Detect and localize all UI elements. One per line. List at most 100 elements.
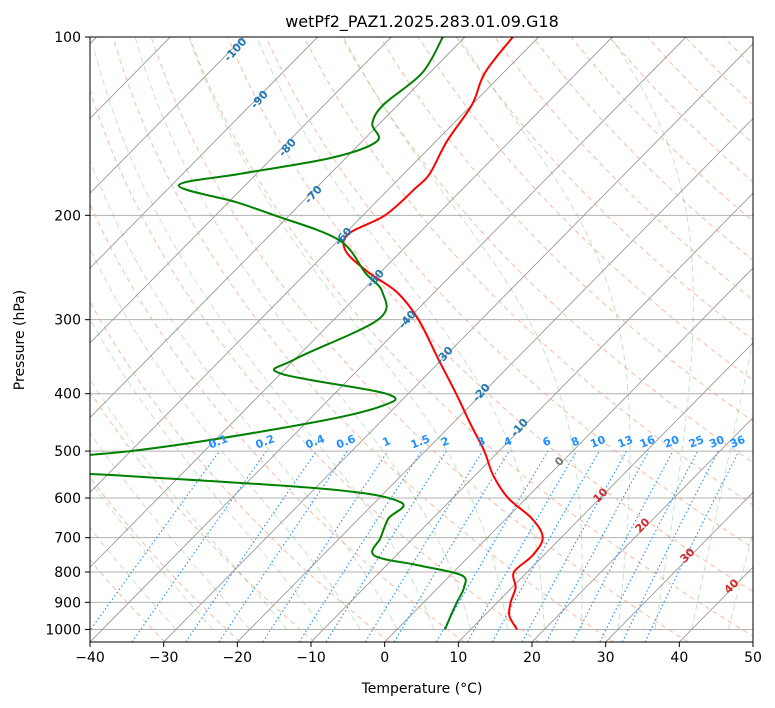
mixing-ratio-label: 0.1	[207, 432, 230, 451]
isotherm-label: -30	[433, 344, 456, 368]
background-lines	[90, 37, 775, 642]
x-axis: −40 −30 −20 −10 0 10 20 30 40 50	[75, 642, 762, 666]
dry-adiabat-line	[417, 37, 753, 381]
isotherm-label: -60	[332, 225, 355, 249]
mixing-ratio-lines	[90, 450, 740, 642]
y-tick-label: 900	[54, 595, 81, 611]
mixing-ratio-line	[393, 450, 510, 642]
dry-adiabat-line	[90, 390, 316, 642]
line-labels: 0.1 0.2 0.4 0.6 1 1.5 2 3 4 6 8 10 13 16 20 25 30 36-100-…	[207, 35, 748, 597]
series-dewpoint-line	[90, 37, 467, 630]
isotherm-line	[310, 192, 753, 642]
plot-frame	[89, 36, 754, 643]
dry-adiabat-line	[762, 37, 775, 642]
moist-adiabat-line	[90, 159, 398, 630]
isotherm-line	[531, 416, 753, 642]
mixing-ratio-line	[599, 450, 699, 642]
mixing-ratio-label: 4	[502, 434, 514, 449]
isotherm-label: -90	[248, 88, 271, 112]
mixing-ratio-line	[621, 450, 719, 642]
dry-adiabat-line	[303, 37, 753, 506]
x-tick-label: −20	[223, 650, 253, 666]
y-tick-label: 1000	[45, 622, 81, 638]
x-axis-label: Temperature (°C)	[361, 681, 483, 697]
y-tick-label: 800	[54, 565, 81, 581]
moist-adiabat-line	[458, 37, 631, 630]
x-tick-label: −30	[149, 650, 179, 666]
dry-adiabat-line	[112, 37, 614, 642]
isotherm-line	[90, 37, 539, 494]
isotherm-line	[237, 117, 753, 642]
y-tick-label: 600	[54, 491, 81, 507]
dry-adiabat-line	[90, 202, 465, 642]
dry-adiabat-line	[90, 559, 166, 642]
dry-adiabat-line	[90, 300, 390, 642]
isotherm-line	[163, 43, 753, 642]
mixing-ratio-line	[521, 450, 628, 642]
moist-adiabat-line	[188, 37, 508, 630]
mixing-ratio-line	[185, 450, 317, 642]
isotherm-label: -10	[508, 416, 531, 440]
isotherm-line	[90, 37, 245, 194]
moist-adiabat-line	[90, 318, 324, 630]
dry-adiabat-line	[456, 37, 753, 341]
y-tick-label: 200	[54, 208, 81, 224]
mixing-ratio-line	[90, 450, 221, 632]
mixing-ratio-line	[572, 450, 674, 642]
dry-adiabat-line	[379, 37, 753, 422]
mixing-ratio-line	[644, 450, 740, 642]
isotherm-line	[90, 37, 613, 568]
dry-adiabat-line	[723, 37, 753, 68]
x-tick-label: 0	[380, 650, 389, 666]
isotherm-line	[90, 37, 466, 419]
moist-adiabat-line	[90, 527, 177, 630]
isotherm-label: -80	[276, 136, 299, 160]
mixing-ratio-line	[364, 450, 484, 642]
moist-adiabat-line	[90, 378, 287, 630]
x-tick-label: 30	[597, 650, 615, 666]
mixing-ratio-line	[545, 450, 650, 642]
dry-adiabat-line	[150, 37, 689, 642]
moist-adiabat-line	[90, 480, 214, 630]
y-tick-label: 100	[54, 30, 81, 46]
isotherm-line	[384, 267, 753, 642]
profile-lines	[90, 37, 544, 630]
mixing-ratio-label: 0.4	[304, 432, 327, 451]
y-tick-label: 400	[54, 387, 81, 403]
moist-adiabat-label: 40	[722, 576, 742, 596]
x-tick-label: −40	[75, 650, 105, 666]
mixing-ratio-label: 8	[569, 434, 581, 449]
moist-adiabat-label: 20	[633, 515, 653, 535]
dry-adiabat-line	[227, 37, 753, 593]
mixing-ratio-label: 10	[588, 433, 607, 451]
mixing-ratio-label: 1	[381, 434, 393, 449]
mixing-ratio-label: 6	[541, 434, 553, 449]
y-tick-label: 500	[54, 444, 81, 460]
mixing-ratio-label: 3	[475, 434, 487, 449]
dry-adiabat-line	[90, 476, 241, 642]
x-tick-label: 50	[744, 650, 762, 666]
mixing-ratio-label: 16	[638, 433, 657, 451]
chart-title: wetPf2_PAZ1.2025.283.01.09.G18	[285, 12, 559, 32]
moist-adiabat-line	[90, 248, 361, 630]
isotherm-line	[605, 491, 753, 642]
mixing-ratio-label: 30	[707, 433, 726, 451]
mixing-ratio-label: 36	[728, 433, 747, 451]
mixing-ratio-line	[325, 450, 447, 642]
isotherm-line	[752, 641, 753, 642]
x-tick-label: 10	[449, 650, 467, 666]
moist-adiabat-label: 0	[552, 454, 567, 469]
y-tick-label: 300	[54, 313, 81, 329]
mixing-ratio-line	[491, 450, 600, 642]
y-axis-label: Pressure (hPa)	[12, 290, 28, 390]
mixing-ratio-line	[262, 450, 389, 642]
y-axis: 100 200 300 400 500 600 700 800 900 1000	[45, 30, 90, 638]
mixing-ratio-line	[218, 450, 348, 642]
moist-adiabat-line	[93, 49, 435, 630]
dry-adiabat-line	[188, 37, 753, 637]
isotherm-label: -100	[221, 35, 249, 64]
isotherm-label: -70	[302, 183, 325, 207]
mixing-ratio-label: 13	[616, 433, 635, 451]
mixing-ratio-line	[435, 450, 549, 642]
